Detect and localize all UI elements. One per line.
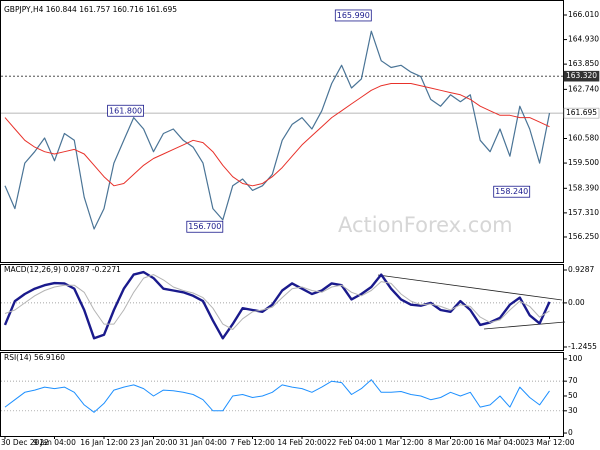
panel-title: GBPJPY,H4 160.844 161.757 160.716 161.69… xyxy=(4,5,177,14)
watermark: ActionForex.com xyxy=(338,213,513,237)
y-tick-label: 0.00 xyxy=(568,298,585,307)
level-label: 163.320 xyxy=(566,71,597,80)
y-tick-label: 164.930 xyxy=(568,35,599,44)
series-line xyxy=(4,30,551,230)
x-tick-label: 31 Jan 04:00 xyxy=(179,438,227,447)
y-tick-label: -1.2455 xyxy=(568,342,597,351)
x-tick-label: 22 Feb 04:00 xyxy=(327,438,376,447)
y-tick-label: 162.740 xyxy=(568,84,599,93)
y-tick-label: 100 xyxy=(568,354,583,363)
callout-box xyxy=(107,104,144,117)
trend-line xyxy=(377,274,563,301)
main-panel-frame xyxy=(0,0,564,263)
x-tick-label: 9 Jan 04:00 xyxy=(33,438,76,447)
series-line xyxy=(3,270,551,340)
y-tick-label: 163.850 xyxy=(568,59,599,68)
series-line xyxy=(4,83,550,187)
callout-label: 165.990 xyxy=(337,11,370,20)
x-tick-label: 23 Mar 12:00 xyxy=(524,438,574,447)
macd-panel-frame xyxy=(0,264,564,351)
callout-label: 156.700 xyxy=(188,222,221,231)
x-tick-label: 14 Feb 20:00 xyxy=(277,438,326,447)
level-label-box xyxy=(563,70,600,82)
y-tick-label: 30 xyxy=(568,406,578,415)
y-tick-label: 70 xyxy=(568,376,578,385)
series-line xyxy=(4,379,550,413)
series-line xyxy=(4,274,550,330)
panel-title: RSI(14) 56.9160 xyxy=(4,353,65,362)
panel-title: MACD(12,26,9) 0.0287 -0.2271 xyxy=(4,265,121,274)
x-tick-label: 30 Dec 2022 xyxy=(1,438,49,447)
y-tick-label: 0.9287 xyxy=(568,265,594,274)
x-tick-label: 7 Feb 12:00 xyxy=(230,438,275,447)
y-tick-label: 157.310 xyxy=(568,208,599,217)
rsi-panel-frame xyxy=(0,352,564,437)
y-tick-label: 158.390 xyxy=(568,183,599,192)
x-tick-label: 8 Mar 20:00 xyxy=(428,438,474,447)
callout-box xyxy=(334,9,372,22)
x-tick-label: 16 Mar 04:00 xyxy=(475,438,525,447)
x-tick-label: 23 Jan 20:00 xyxy=(130,438,178,447)
y-tick-label: 166.010 xyxy=(568,10,599,19)
callout-label: 161.800 xyxy=(109,106,142,115)
level-label: 161.695 xyxy=(566,108,597,117)
x-tick-label: 16 Jan 12:00 xyxy=(80,438,128,447)
callout-label: 158.240 xyxy=(495,187,528,196)
callout-box xyxy=(186,220,224,233)
trend-line xyxy=(483,321,566,330)
y-tick-label: 50 xyxy=(568,391,578,400)
x-tick-label: 1 Mar 12:00 xyxy=(378,438,424,447)
y-tick-label: 156.250 xyxy=(568,232,599,241)
y-tick-label: 160.580 xyxy=(568,134,599,143)
y-tick-label: 0 xyxy=(568,428,573,437)
callout-box xyxy=(493,185,531,198)
y-tick-label: 159.500 xyxy=(568,158,599,167)
level-label-box xyxy=(563,107,600,119)
